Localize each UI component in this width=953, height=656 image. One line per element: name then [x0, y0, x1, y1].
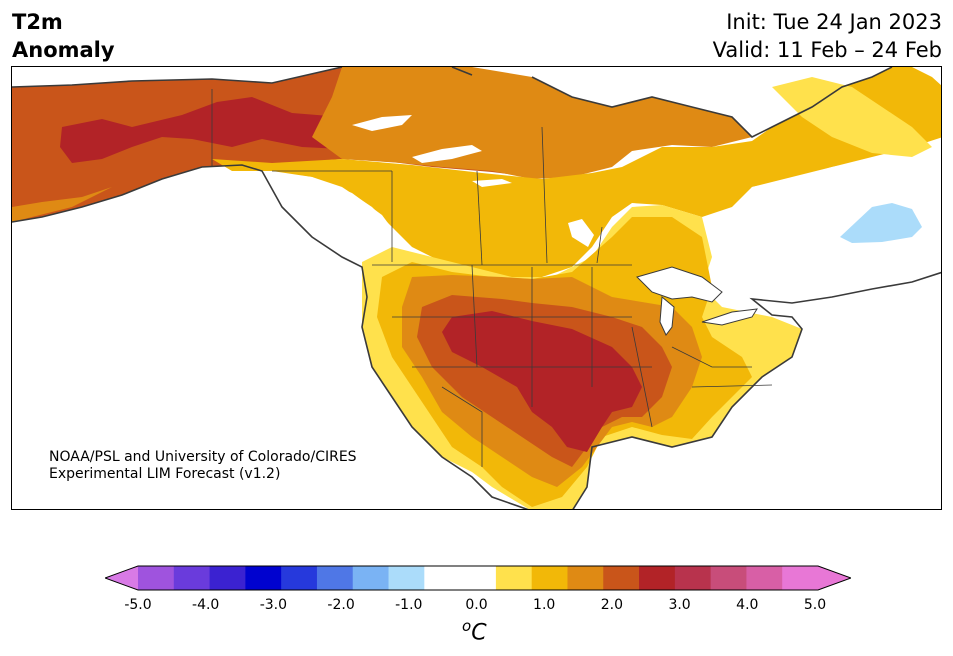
credit-line-1: NOAA/PSL and University of Colorado/CIRE…: [49, 449, 357, 465]
lake-michigan: [659, 295, 675, 336]
colorbar-tick-label: 0.0: [465, 597, 488, 613]
colorbar-bin: [782, 566, 819, 590]
map-title: T2m Anomaly: [12, 8, 115, 64]
colorbar-bin: [460, 566, 497, 590]
map-credit: NOAA/PSL and University of Colorado/CIRE…: [49, 449, 357, 483]
colorbar-bin: [173, 566, 211, 590]
great-slave-lake: [412, 145, 482, 163]
colorbar-outline: [105, 565, 851, 591]
colorbar-bin: [388, 566, 425, 590]
colorbar-tick-label: -4.0: [192, 597, 220, 613]
lake-erie: [701, 308, 758, 326]
valid-range: Valid: 11 Feb – 24 Feb: [712, 38, 942, 62]
colorbar-tick-label: 5.0: [803, 597, 827, 613]
alaska-peninsula: [12, 187, 112, 222]
unit-degree: o: [462, 617, 472, 635]
colorbar-tick-label: -2.0: [327, 597, 355, 613]
colorbar-bin: [674, 566, 712, 590]
colorbar-bin: [352, 566, 390, 590]
anomaly-region-2.0-2.5: [60, 97, 372, 163]
forecast-dates: Init: Tue 24 Jan 2023 Valid: 11 Feb – 24…: [713, 8, 942, 64]
lake-athabasca: [472, 179, 512, 187]
colorbar-tick-label: -5.0: [124, 597, 152, 613]
colorbar-tick-label: 4.0: [736, 597, 759, 613]
map-canvas: [12, 67, 941, 509]
colorbar-tick-label: 1.0: [533, 597, 556, 613]
neutral-region-west: [262, 171, 402, 287]
colorbar-bin: [424, 566, 461, 590]
anomaly-region-0.5-1.0-north: [212, 67, 941, 279]
anomaly-map: [11, 66, 942, 510]
colorbar-bin: [746, 566, 783, 590]
great-lakes: [636, 266, 723, 303]
colorbar-tick-label: 2.0: [600, 597, 624, 613]
political-borders: [211, 89, 773, 467]
colorbar-bin: [531, 566, 568, 590]
colorbar-tick-label: 3.0: [668, 597, 691, 613]
colorbar-bin: [316, 566, 354, 590]
colorbar-bin: [639, 566, 676, 590]
title-variable: T2m: [12, 10, 63, 34]
colorbar-bin: [567, 566, 604, 590]
colorbar-bin: [495, 566, 533, 590]
neutral-region-quebec: [732, 157, 941, 302]
colorbar-tick-label: -3.0: [259, 597, 288, 613]
colorbar-bin: [209, 566, 246, 590]
colorbar-tick-label: -1.0: [395, 597, 423, 613]
colorbar-bin: [603, 566, 640, 590]
init-date: Init: Tue 24 Jan 2023: [726, 10, 942, 34]
colorbar-bin: [245, 566, 282, 590]
lake-winnipeg: [568, 219, 594, 247]
colorbar: [105, 565, 851, 591]
colorbar-bin: [138, 566, 175, 590]
unit-symbol: C: [471, 620, 487, 646]
anomaly-region-1.0-1.5: [312, 67, 752, 179]
anomaly-region-0.0-0.5-east: [772, 77, 932, 157]
colorbar-bin: [281, 566, 318, 590]
colorbar-extend-high: [818, 566, 851, 590]
coastline: [12, 67, 941, 509]
anomaly-region-cold: [840, 203, 922, 243]
credit-line-2: Experimental LIM Forecast (v1.2): [49, 466, 281, 482]
colorbar-unit: oC: [462, 617, 487, 645]
great-bear-lake: [352, 115, 412, 131]
colorbar-bin: [710, 566, 747, 590]
title-variable-2: Anomaly: [12, 38, 115, 62]
colorbar-extend-low: [105, 566, 138, 590]
